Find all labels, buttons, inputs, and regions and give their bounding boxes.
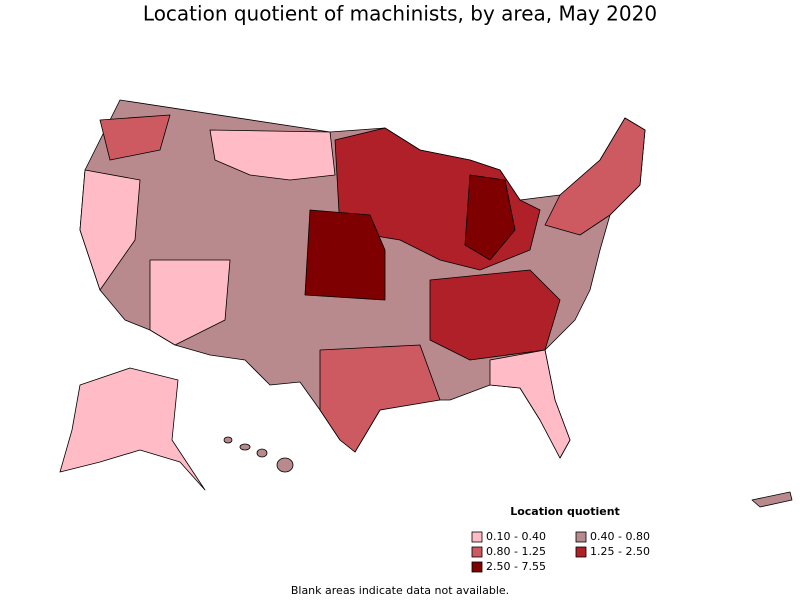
puerto-rico — [751, 491, 793, 508]
island — [256, 448, 268, 458]
region — [209, 129, 336, 181]
legend-title: Location quotient — [510, 505, 620, 518]
legend: Location quotient 0.10 - 0.40 0.40 - 0.80… — [471, 505, 650, 573]
legend-swatch — [471, 531, 483, 543]
legend-label: 0.40 - 0.80 — [590, 530, 650, 543]
region — [304, 209, 386, 301]
region — [79, 169, 141, 291]
legend-swatch — [575, 546, 587, 558]
island — [276, 457, 294, 473]
region — [489, 349, 571, 459]
island — [239, 443, 251, 451]
legend-swatch — [575, 531, 587, 543]
region — [99, 114, 171, 161]
note: Blank areas indicate data not available. — [291, 584, 509, 597]
alaska — [59, 367, 206, 491]
hawaii — [223, 436, 294, 473]
legend-label: 2.50 - 7.55 — [486, 560, 546, 573]
legend-label: 0.10 - 0.40 — [486, 530, 546, 543]
region — [319, 344, 441, 453]
legend-label: 0.80 - 1.25 — [486, 545, 546, 558]
region — [429, 269, 561, 361]
legend-swatch — [471, 546, 483, 558]
island — [223, 436, 233, 444]
region — [149, 259, 231, 346]
legend-swatch — [471, 561, 483, 573]
legend-label: 1.25 - 2.50 — [590, 545, 650, 558]
title: Location quotient of machinists, by area… — [143, 2, 657, 26]
region — [464, 174, 516, 261]
map — [59, 99, 793, 508]
region — [544, 117, 646, 236]
